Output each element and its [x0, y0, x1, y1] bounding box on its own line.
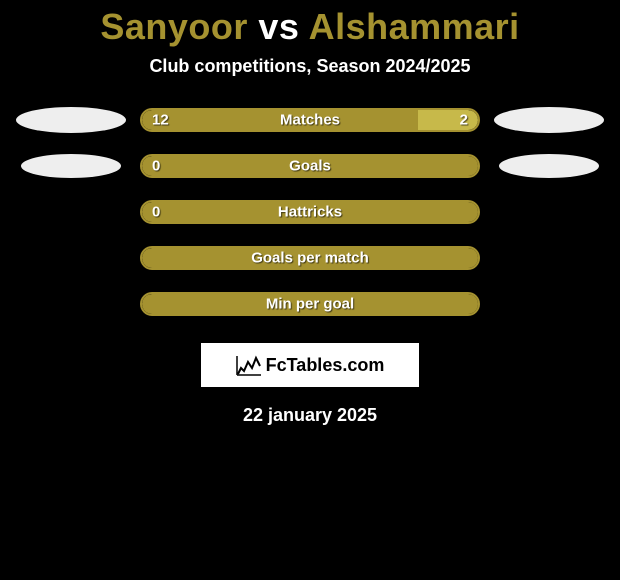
ellipse-slot-left [12, 153, 130, 179]
stat-row-goals: 0 Goals [0, 153, 620, 179]
stat-label: Goals per match [251, 250, 369, 267]
player2-ellipse [499, 154, 599, 178]
stat-bar-matches: 12 2 Matches [140, 108, 480, 132]
player2-ellipse [494, 107, 604, 133]
stat-label: Min per goal [266, 296, 354, 313]
value-left: 12 [152, 112, 169, 129]
infographic-root: Sanyoor vs Alshammari Club competitions,… [0, 0, 620, 580]
ellipse-slot-right [490, 153, 608, 179]
player1-ellipse [21, 154, 121, 178]
stat-row-gpm: Goals per match [0, 245, 620, 271]
logo-box: FcTables.com [201, 343, 419, 387]
date-label: 22 january 2025 [243, 405, 377, 426]
value-left: 0 [152, 158, 160, 175]
stat-label: Hattricks [278, 204, 342, 221]
ellipse-slot-left [12, 291, 130, 317]
title-player1: Sanyoor [100, 6, 248, 47]
page-title: Sanyoor vs Alshammari [100, 6, 519, 48]
stat-bar-hattricks: 0 Hattricks [140, 200, 480, 224]
stat-row-matches: 12 2 Matches [0, 107, 620, 133]
stat-label: Matches [280, 112, 340, 129]
stat-bar-goals: 0 Goals [140, 154, 480, 178]
ellipse-slot-right [490, 199, 608, 225]
ellipse-slot-right [490, 291, 608, 317]
ellipse-slot-right [490, 245, 608, 271]
value-right: 2 [460, 112, 468, 129]
title-vs: vs [248, 6, 309, 47]
stat-bar-mpg: Min per goal [140, 292, 480, 316]
stat-row-mpg: Min per goal [0, 291, 620, 317]
ellipse-slot-left [12, 107, 130, 133]
stat-bar-gpm: Goals per match [140, 246, 480, 270]
fctables-logo-icon [236, 354, 262, 376]
ellipse-slot-left [12, 245, 130, 271]
ellipse-slot-right [490, 107, 608, 133]
stat-row-hattricks: 0 Hattricks [0, 199, 620, 225]
subtitle: Club competitions, Season 2024/2025 [149, 56, 470, 77]
fill-right [418, 110, 478, 130]
player1-ellipse [16, 107, 126, 133]
title-player2: Alshammari [309, 6, 520, 47]
value-left: 0 [152, 204, 160, 221]
comparison-chart: 12 2 Matches 0 Goals 0 Hattricks Goals per matc… [0, 107, 620, 337]
logo-text: FcTables.com [266, 355, 385, 376]
stat-label: Goals [289, 158, 331, 175]
ellipse-slot-left [12, 199, 130, 225]
